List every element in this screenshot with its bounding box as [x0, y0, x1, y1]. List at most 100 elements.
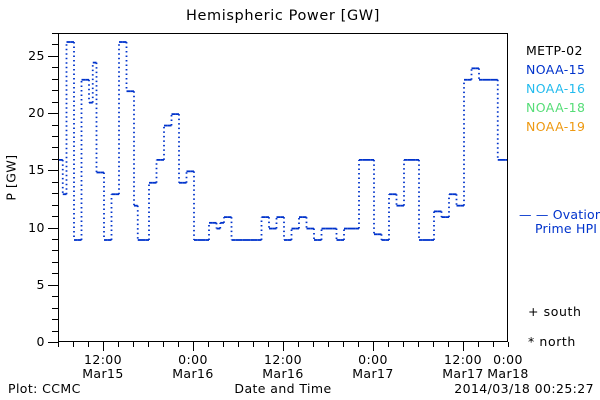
x-tick-minor [343, 342, 344, 347]
legend-ovation-line2: Prime HPI [535, 221, 598, 236]
x-tick-label-date: Mar17 [442, 366, 484, 381]
y-tick-minor [52, 307, 58, 309]
y-tick-minor [52, 239, 58, 240]
x-tick-major [103, 342, 104, 351]
legend-item-noaa-15[interactable]: NOAA-15 [526, 62, 586, 77]
x-tick-label: 12:00 Mar15 [58, 353, 148, 381]
x-tick-minor [478, 342, 479, 347]
x-tick-minor [163, 342, 164, 347]
y-tick-major [48, 227, 58, 229]
x-tick-minor [508, 342, 509, 347]
y-tick-minor [52, 250, 58, 252]
x-tick-label-time: 12:00 [443, 352, 483, 367]
x-tick-minor [133, 342, 134, 347]
y-tick-label: 15 [28, 162, 45, 178]
page-title: Hemispheric Power [GW] [186, 8, 380, 24]
y-tick-label: 0 [36, 334, 45, 349]
y-tick-major [48, 170, 58, 172]
x-tick-label: 12:00 Mar17 [418, 353, 508, 381]
x-tick-minor [178, 342, 179, 347]
x-tick-label-time: 12:00 [83, 352, 123, 367]
x-tick-minor [328, 342, 329, 347]
x-tick-major [283, 342, 284, 351]
y-tick-label: 5 [36, 276, 45, 292]
y-tick-minor [52, 101, 58, 103]
x-tick-major [193, 342, 194, 351]
plot-canvas [59, 34, 507, 341]
x-tick-minor [73, 342, 74, 347]
y-tick-minor [52, 90, 58, 92]
y-tick-major [48, 55, 58, 57]
x-tick-minor [358, 342, 359, 347]
y-tick-minor [52, 261, 58, 263]
y-tick-minor [52, 67, 58, 69]
x-tick-minor [118, 342, 119, 347]
x-tick-minor [253, 342, 254, 347]
y-tick-minor [52, 33, 58, 34]
legend-ovation-line1: — — Ovation [519, 207, 600, 222]
x-tick-minor [58, 342, 59, 347]
x-tick-label: 0:00 Mar16 [148, 353, 238, 381]
data-series-svg [59, 41, 507, 241]
x-tick-label: 0:00 Mar17 [328, 353, 418, 381]
y-tick-major [48, 342, 58, 343]
y-tick-minor [52, 158, 58, 160]
y-tick-label: 10 [28, 219, 45, 235]
y-tick-major [48, 284, 58, 286]
x-tick-minor [388, 342, 389, 347]
x-tick-minor [433, 342, 434, 347]
x-axis-title: Date and Time [234, 381, 332, 396]
y-tick-minor [52, 44, 58, 46]
legend-item-noaa-18[interactable]: NOAA-18 [526, 100, 586, 115]
y-tick-label: 25 [28, 47, 45, 63]
x-tick-minor [298, 342, 299, 347]
y-tick-minor [52, 147, 58, 149]
y-tick-minor [52, 136, 58, 137]
x-tick-minor [223, 342, 224, 347]
x-tick-label-date: Mar15 [82, 366, 124, 381]
x-tick-label-date: Mar16 [262, 366, 304, 381]
legend-item-noaa-19[interactable]: NOAA-19 [526, 119, 586, 134]
x-tick-label-time: 0:00 [493, 352, 523, 367]
x-tick-label: 0:00 Mar18 [463, 353, 553, 381]
legend-satellites: METP-02 NOAA-15 NOAA-16 NOAA-18 NOAA-19 [526, 41, 585, 136]
legend-item-noaa-16[interactable]: NOAA-16 [526, 81, 586, 96]
x-tick-minor [448, 342, 449, 347]
x-tick-minor [238, 342, 239, 347]
y-axis-title: P [GW] [3, 154, 19, 201]
plot-timestamp: 2014/03/18 00:25:27 [454, 381, 594, 396]
y-tick-minor [52, 124, 58, 126]
y-tick-minor [52, 78, 58, 80]
y-tick-label: 20 [28, 105, 45, 121]
legend-item-metp-02[interactable]: METP-02 [526, 43, 583, 58]
y-tick-minor [52, 216, 58, 218]
legend-symbol-south: + south [528, 304, 582, 319]
y-tick-minor [52, 204, 58, 206]
x-tick-minor [208, 342, 209, 347]
x-tick-minor [88, 342, 89, 347]
series-ovation-prime-hpi [59, 41, 507, 241]
x-tick-label-date: Mar18 [487, 366, 529, 381]
y-tick-minor [52, 181, 58, 183]
x-tick-major [373, 342, 374, 351]
x-tick-minor [313, 342, 314, 347]
legend-symbols: + south * north [528, 297, 582, 357]
x-tick-label-time: 0:00 [358, 352, 388, 367]
legend-ovation: — — Ovation Prime HPI [519, 207, 600, 236]
x-tick-label-time: 12:00 [263, 352, 303, 367]
y-tick-minor [52, 330, 58, 332]
x-tick-minor [418, 342, 419, 347]
x-tick-minor [268, 342, 269, 347]
legend-symbol-north: * north [528, 334, 576, 349]
y-tick-minor [52, 296, 58, 298]
x-tick-minor [403, 342, 404, 347]
y-tick-minor [52, 273, 58, 275]
y-tick-minor [52, 193, 58, 195]
x-tick-label-date: Mar16 [172, 366, 214, 381]
x-tick-minor [493, 342, 494, 347]
x-tick-label-time: 0:00 [178, 352, 208, 367]
y-tick-minor [52, 319, 58, 321]
plot-source-label: Plot: CCMC [8, 381, 81, 396]
x-tick-label-date: Mar17 [352, 366, 394, 381]
